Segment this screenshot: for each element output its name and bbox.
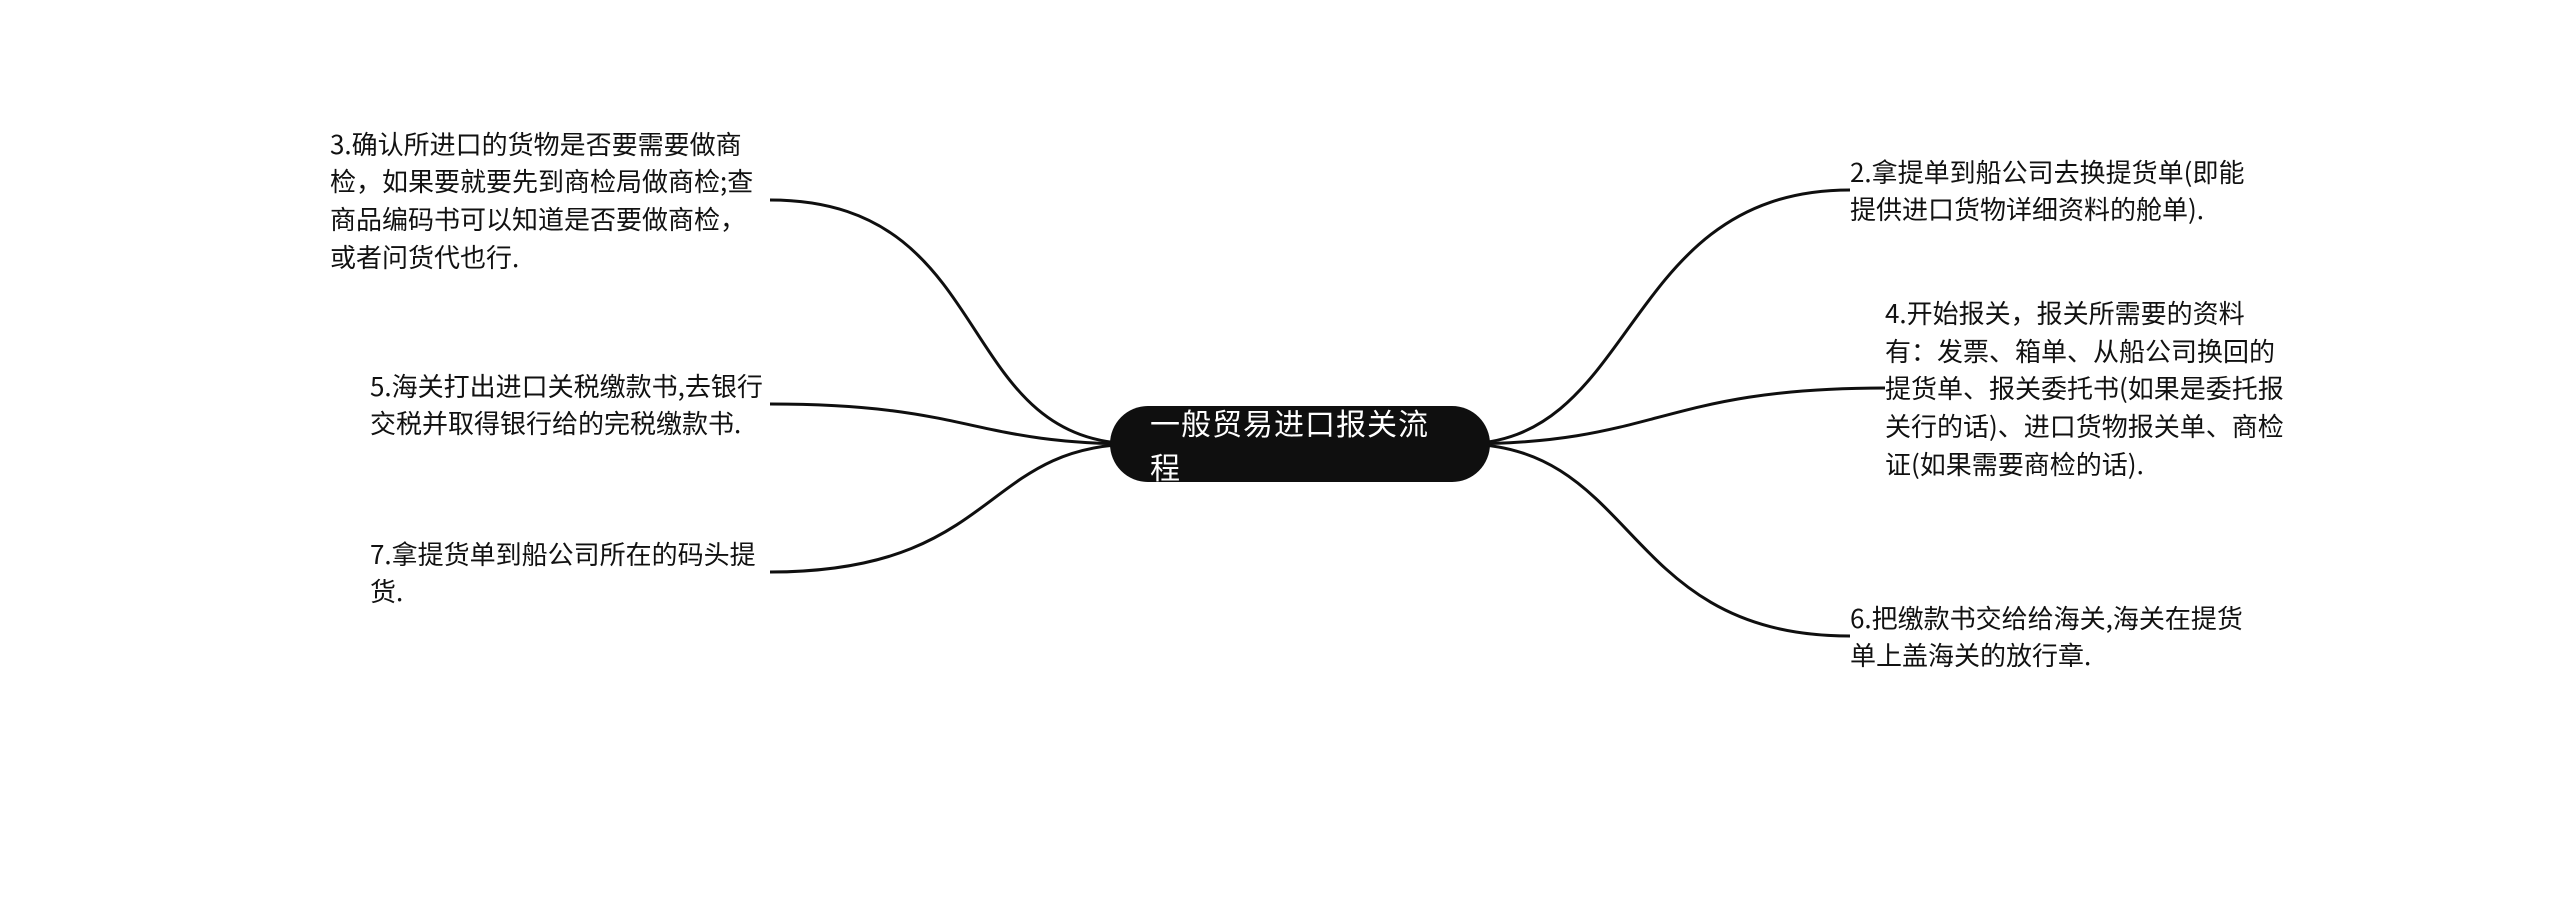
branch-path xyxy=(1462,388,1885,444)
mindmap-node-label: 6.把缴款书交给给海关,海关在提货单上盖海关的放行章. xyxy=(1850,599,2243,674)
mindmap-canvas: 一般贸易进口报关流程 3.确认所进口的货物是否要需要做商检，如果要就要先到商检局… xyxy=(0,0,2560,900)
mindmap-node-n7: 7.拿提货单到船公司所在的码头提货. xyxy=(370,535,770,610)
mindmap-node-label: 5.海关打出进口关税缴款书,去银行交税并取得银行给的完税缴款书. xyxy=(370,367,763,442)
mindmap-node-n3: 3.确认所进口的货物是否要需要做商检，如果要就要先到商检局做商检;查商品编码书可… xyxy=(330,125,770,276)
branch-path xyxy=(770,200,1138,444)
branch-path xyxy=(1462,444,1850,636)
mindmap-node-n4: 4.开始报关，报关所需要的资料有：发票、箱单、从船公司换回的提货单、报关委托书(… xyxy=(1885,294,2285,482)
mindmap-node-label: 7.拿提货单到船公司所在的码头提货. xyxy=(370,535,756,610)
mindmap-node-label: 4.开始报关，报关所需要的资料有：发票、箱单、从船公司换回的提货单、报关委托书(… xyxy=(1885,294,2284,482)
mindmap-node-label: 3.确认所进口的货物是否要需要做商检，如果要就要先到商检局做商检;查商品编码书可… xyxy=(330,125,753,275)
branch-path xyxy=(1462,190,1850,444)
branch-path xyxy=(770,404,1138,444)
mindmap-node-label: 2.拿提单到船公司去换提货单(即能提供进口货物详细资料的舱单). xyxy=(1850,153,2244,228)
center-node: 一般贸易进口报关流程 xyxy=(1110,406,1490,482)
branch-path xyxy=(770,444,1138,572)
mindmap-node-n2: 2.拿提单到船公司去换提货单(即能提供进口货物详细资料的舱单). xyxy=(1850,153,2250,228)
mindmap-node-n5: 5.海关打出进口关税缴款书,去银行交税并取得银行给的完税缴款书. xyxy=(370,367,770,442)
center-node-label: 一般贸易进口报关流程 xyxy=(1150,400,1450,488)
mindmap-node-n6: 6.把缴款书交给给海关,海关在提货单上盖海关的放行章. xyxy=(1850,599,2250,674)
